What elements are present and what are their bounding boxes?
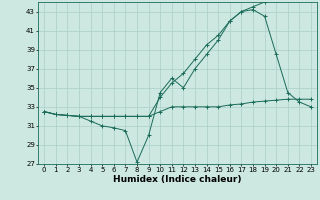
X-axis label: Humidex (Indice chaleur): Humidex (Indice chaleur) bbox=[113, 175, 242, 184]
